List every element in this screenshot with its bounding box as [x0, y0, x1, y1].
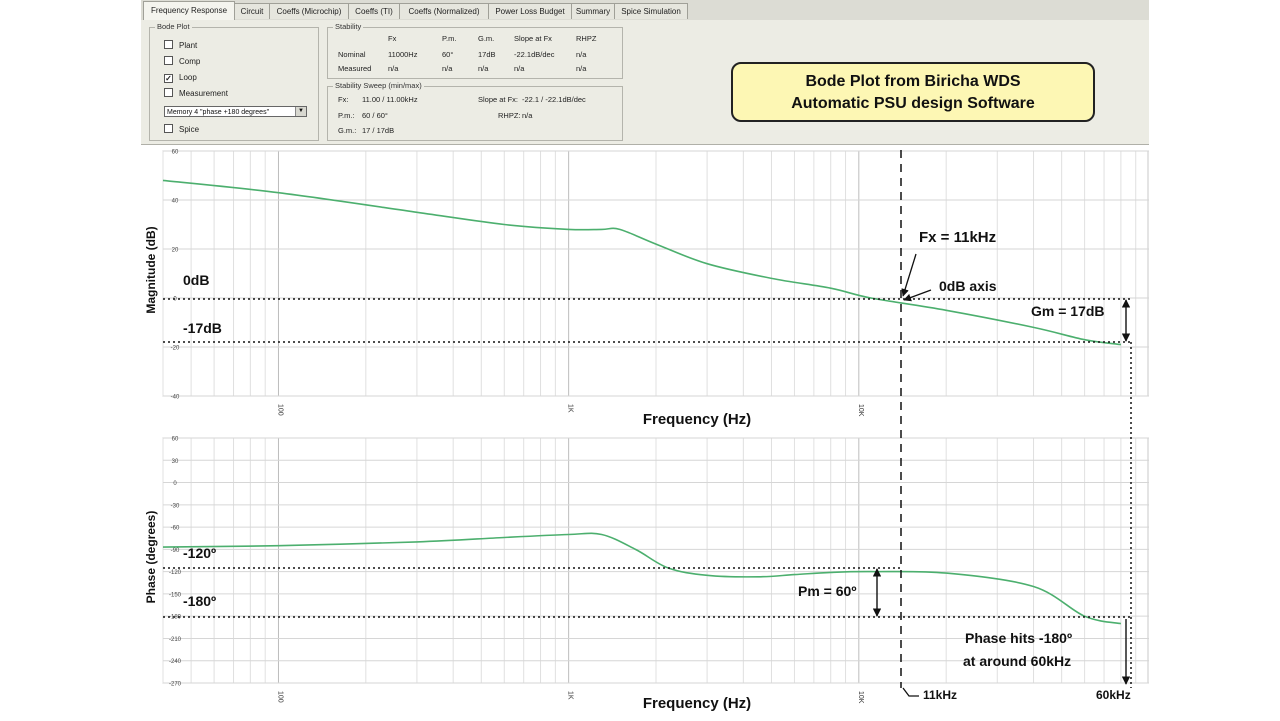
gm-label: Gm = 17dB [1031, 303, 1105, 319]
bode-window: Frequency Response Circuit Coeffs (Micro… [141, 0, 1149, 721]
11khz-pointer [903, 688, 919, 696]
minus120-label: -120º [183, 545, 216, 561]
fx-arrow [903, 254, 916, 296]
annotation-overlay [141, 0, 1149, 721]
pm-label: Pm = 60º [798, 583, 856, 599]
zero-db-axis-arrow [904, 290, 931, 300]
minus180-label: -180º [183, 593, 216, 609]
11khz-label: 11kHz [923, 688, 957, 702]
phase-hits-label-1: Phase hits -180º [965, 630, 1072, 646]
zero-db-label: 0dB [183, 272, 209, 288]
fx-label: Fx = 11kHz [919, 229, 996, 246]
60khz-label: 60kHz [1096, 688, 1131, 702]
minus17db-label: -17dB [183, 320, 222, 336]
phase-hits-label-2: at around 60kHz [963, 653, 1071, 669]
zero-db-axis-label: 0dB axis [939, 278, 997, 294]
